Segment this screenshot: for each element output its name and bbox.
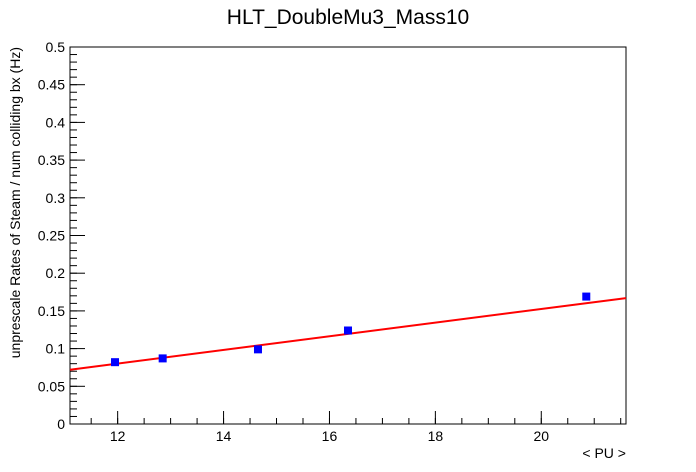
x-tick-label: 12 (110, 428, 126, 444)
y-tick-label: 0.4 (46, 114, 66, 130)
y-tick-label: 0.45 (38, 77, 65, 93)
data-point (582, 292, 591, 301)
y-tick-label: 0.35 (38, 152, 65, 168)
y-tick-label: 0 (57, 416, 65, 432)
y-tick-label: 0.1 (46, 341, 66, 357)
y-tick-label: 0.05 (38, 378, 65, 394)
x-tick-label: 16 (322, 428, 338, 444)
x-axis-ticks: 12 14 16 18 20 (110, 411, 549, 444)
data-point (158, 354, 167, 363)
chart-title: HLT_DoubleMu3_Mass10 (227, 6, 469, 29)
plot-frame (69, 46, 627, 425)
data-point (344, 326, 352, 335)
data-point (253, 345, 262, 354)
y-tick-label: 0.15 (38, 303, 65, 319)
y-tick-label: 0.3 (46, 190, 66, 206)
data-point (111, 358, 120, 367)
y-axis-label: unprescale Rates of Steam / num collidin… (7, 47, 23, 358)
x-axis-label: < PU > (582, 445, 626, 461)
x-tick-label: 18 (428, 428, 444, 444)
y-tick-label: 0.25 (38, 228, 65, 244)
y-axis-ticks: 0 0.05 0.1 0.15 0.2 0.25 0.3 0.35 0.4 0.45 0.5 (38, 39, 85, 432)
y-tick-label: 0.2 (46, 265, 66, 281)
x-tick-label: 14 (216, 428, 232, 444)
x-tick-label: 20 (533, 428, 549, 444)
data-points (111, 292, 591, 367)
y-tick-label: 0.5 (46, 39, 66, 55)
